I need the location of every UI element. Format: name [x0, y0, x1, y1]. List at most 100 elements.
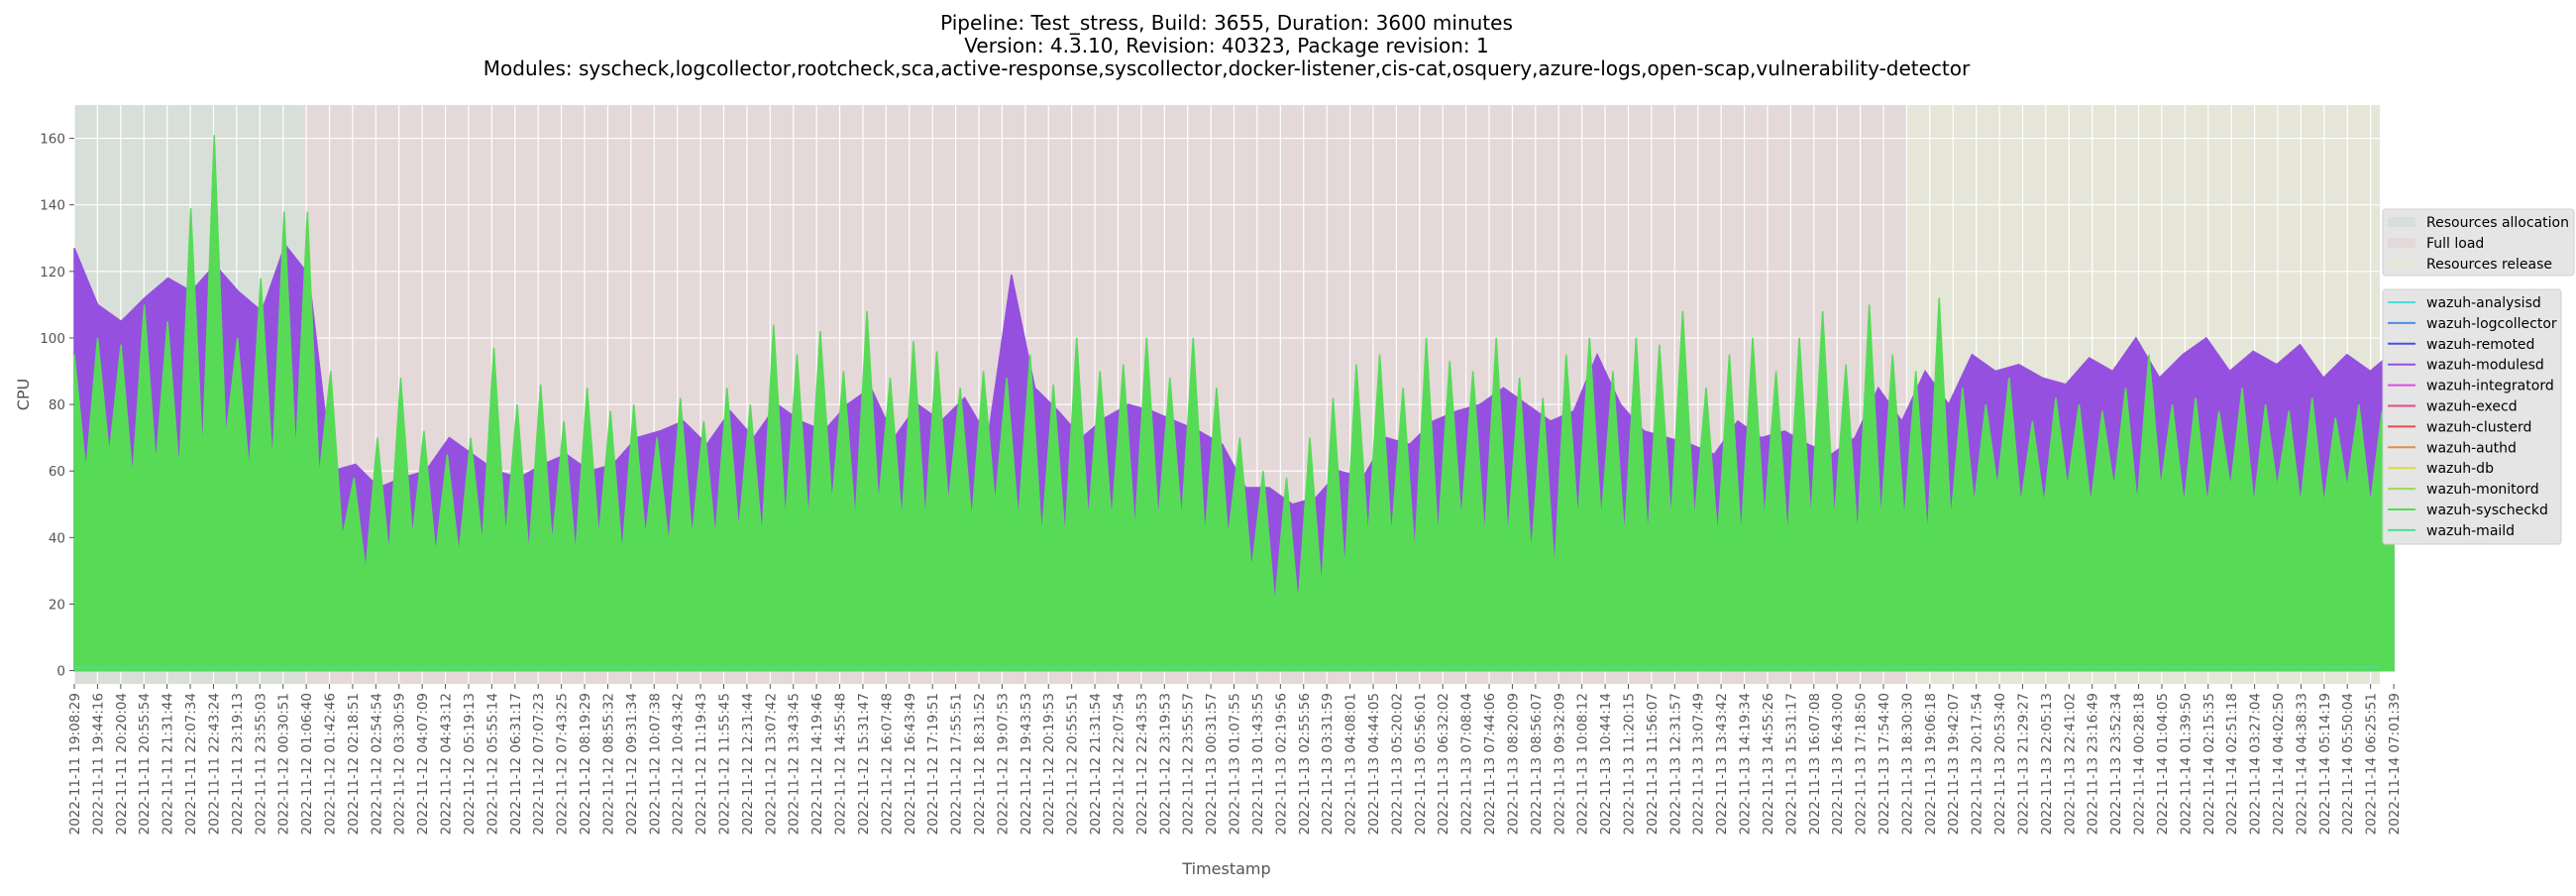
x-tick-label: 2022-11-12 20:55:51 [1065, 693, 1081, 835]
x-tick-label: 2022-11-14 00:28:18 [2132, 693, 2148, 835]
x-tick-label: 2022-11-12 10:43:42 [671, 693, 687, 835]
x-tick-label: 2022-11-13 13:07:49 [1691, 693, 1707, 835]
x-tick-label: 2022-11-12 10:07:38 [647, 693, 663, 835]
y-tick-label: 60 [49, 464, 65, 480]
y-tick-label: 40 [49, 530, 65, 546]
x-tick-label: 2022-11-13 01:07:55 [1228, 693, 1243, 835]
x-tick-label: 2022-11-12 07:07:23 [531, 693, 547, 835]
x-tick-label: 2022-11-13 16:07:08 [1807, 693, 1823, 835]
y-axis: 0 20 40 60 80 100 120 140 160 [40, 132, 74, 680]
x-tick-label: 2022-11-13 20:53:40 [1992, 693, 2008, 835]
title-line-2: Version: 4.3.10, Revision: 40323, Packag… [964, 34, 1488, 57]
x-tick-label: 2022-11-12 19:43:53 [1019, 693, 1034, 835]
x-tick-label: 2022-11-13 15:31:17 [1783, 693, 1799, 835]
y-tick-label: 80 [49, 397, 65, 413]
legend-label: Resources allocation [2426, 215, 2569, 231]
x-tick-label: 2022-11-12 18:31:52 [972, 693, 988, 835]
x-tick-label: 2022-11-14 05:50:04 [2340, 693, 2356, 835]
y-tick-label: 0 [56, 664, 65, 680]
x-tick-label: 2022-11-13 00:31:57 [1204, 693, 1220, 835]
x-tick-label: 2022-11-14 01:39:50 [2178, 693, 2194, 835]
x-tick-label: 2022-11-14 06:25:51 [2364, 693, 2380, 835]
x-tick-label: 2022-11-11 19:44:16 [90, 693, 106, 835]
x-tick-label: 2022-11-13 23:16:49 [2086, 693, 2101, 835]
series-wazuh-syscheckd [73, 135, 2395, 672]
x-tick-label: 2022-11-13 10:44:14 [1598, 693, 1614, 835]
title-line-1: Pipeline: Test_stress, Build: 3655, Dura… [940, 11, 1513, 35]
legend-label: wazuh-db [2426, 461, 2494, 477]
x-tick-label: 2022-11-14 02:51:18 [2224, 693, 2240, 835]
x-tick-label: 2022-11-12 14:55:48 [833, 693, 849, 835]
x-tick-label: 2022-11-13 17:54:40 [1877, 693, 1892, 835]
x-tick-label: 2022-11-12 12:31:44 [740, 693, 756, 835]
x-tick-label: 2022-11-11 22:43:24 [206, 693, 222, 835]
x-tick-label: 2022-11-12 08:19:29 [578, 693, 593, 835]
x-tick-label: 2022-11-12 09:31:34 [624, 693, 640, 835]
x-tick-label: 2022-11-13 17:18:50 [1854, 693, 1870, 835]
x-tick-label: 2022-11-13 03:31:59 [1320, 693, 1336, 835]
x-tick-label: 2022-11-12 14:19:46 [809, 693, 825, 835]
x-tick-label: 2022-11-12 08:55:32 [600, 693, 616, 835]
series-layer [73, 135, 2395, 672]
legend-swatch [2388, 217, 2415, 227]
x-tick-label: 2022-11-11 23:55:03 [253, 693, 268, 835]
x-tick-label: 2022-11-13 22:05:13 [2039, 693, 2055, 835]
x-tick-label: 2022-11-12 17:55:51 [949, 693, 965, 835]
x-tick-label: 2022-11-13 05:20:02 [1389, 693, 1405, 835]
x-tick-label: 2022-11-13 23:52:34 [2108, 693, 2124, 835]
x-tick-label: 2022-11-12 17:19:51 [925, 693, 941, 835]
x-tick-label: 2022-11-12 23:55:57 [1181, 693, 1197, 835]
y-tick-label: 140 [40, 198, 65, 214]
legend-label: Full load [2426, 236, 2484, 252]
x-tick-label: 2022-11-12 05:19:13 [462, 693, 478, 835]
x-tick-label: 2022-11-13 13:43:42 [1714, 693, 1730, 835]
x-tick-label: 2022-11-13 08:20:09 [1505, 693, 1521, 835]
x-tick-label: 2022-11-13 22:41:02 [2062, 693, 2078, 835]
x-tick-label: 2022-11-12 04:43:12 [439, 693, 455, 835]
legend-label: wazuh-syscheckd [2426, 503, 2548, 518]
x-tick-label: 2022-11-12 07:43:25 [555, 693, 571, 835]
legend-label: wazuh-integratord [2426, 379, 2554, 394]
x-tick-label: 2022-11-14 04:02:50 [2271, 693, 2287, 835]
legend-label: wazuh-analysisd [2426, 295, 2541, 311]
legend-label: wazuh-authd [2426, 440, 2517, 456]
legend-label: wazuh-logcollector [2426, 316, 2557, 332]
legend-label: wazuh-clusterd [2426, 419, 2531, 435]
x-tick-label: 2022-11-12 02:18:51 [346, 693, 362, 835]
x-tick-label: 2022-11-14 05:14:19 [2317, 693, 2333, 835]
legend-label: wazuh-maild [2426, 523, 2515, 539]
x-tick-label: 2022-11-13 07:08:04 [1459, 693, 1475, 835]
x-tick-label: 2022-11-12 20:19:53 [1041, 693, 1057, 835]
x-tick-label: 2022-11-12 06:31:17 [508, 693, 524, 835]
x-tick-label: 2022-11-12 02:54:54 [369, 693, 384, 835]
x-axis-label: Timestamp [1181, 859, 1270, 878]
x-tick-label: 2022-11-12 01:42:46 [323, 693, 339, 835]
x-tick-label: 2022-11-13 02:55:56 [1297, 693, 1313, 835]
x-tick-label: 2022-11-13 19:06:18 [1923, 693, 1939, 835]
x-tick-label: 2022-11-14 01:04:05 [2155, 693, 2171, 835]
x-tick-label: 2022-11-13 09:32:09 [1552, 693, 1567, 835]
legend-label: wazuh-monitord [2426, 482, 2539, 498]
legend-swatch [2388, 238, 2415, 248]
x-tick-label: 2022-11-13 14:19:34 [1738, 693, 1754, 835]
x-tick-label: 2022-11-12 01:06:40 [299, 693, 315, 835]
legend-label: wazuh-execd [2426, 399, 2518, 415]
x-tick-label: 2022-11-13 08:56:07 [1529, 693, 1545, 835]
x-tick-label: 2022-11-11 22:07:34 [183, 693, 199, 835]
x-tick-label: 2022-11-12 13:43:45 [787, 693, 803, 835]
x-tick-label: 2022-11-14 04:38:33 [2294, 693, 2309, 835]
x-tick-label: 2022-11-13 20:17:54 [1970, 693, 1986, 835]
legend-label: wazuh-remoted [2426, 337, 2534, 353]
x-tick-label: 2022-11-13 04:44:05 [1366, 693, 1382, 835]
legend-label: Resources release [2426, 257, 2552, 273]
x-tick-label: 2022-11-11 19:08:29 [67, 693, 83, 835]
x-tick-label: 2022-11-12 21:31:54 [1088, 693, 1104, 835]
x-tick-label: 2022-11-13 18:30:30 [1899, 693, 1915, 835]
x-tick-label: 2022-11-14 02:15:35 [2201, 693, 2217, 835]
x-tick-label: 2022-11-11 23:19:13 [230, 693, 246, 835]
x-tick-label: 2022-11-12 22:07:54 [1111, 693, 1127, 835]
y-axis-label: CPU [14, 379, 33, 411]
series-legend: wazuh-analysisd wazuh-logcollector wazuh-r… [2382, 288, 2562, 545]
phase-legend: Resources allocation Full load Resources r… [2382, 208, 2575, 277]
x-tick-label: 2022-11-12 22:43:53 [1134, 693, 1150, 835]
